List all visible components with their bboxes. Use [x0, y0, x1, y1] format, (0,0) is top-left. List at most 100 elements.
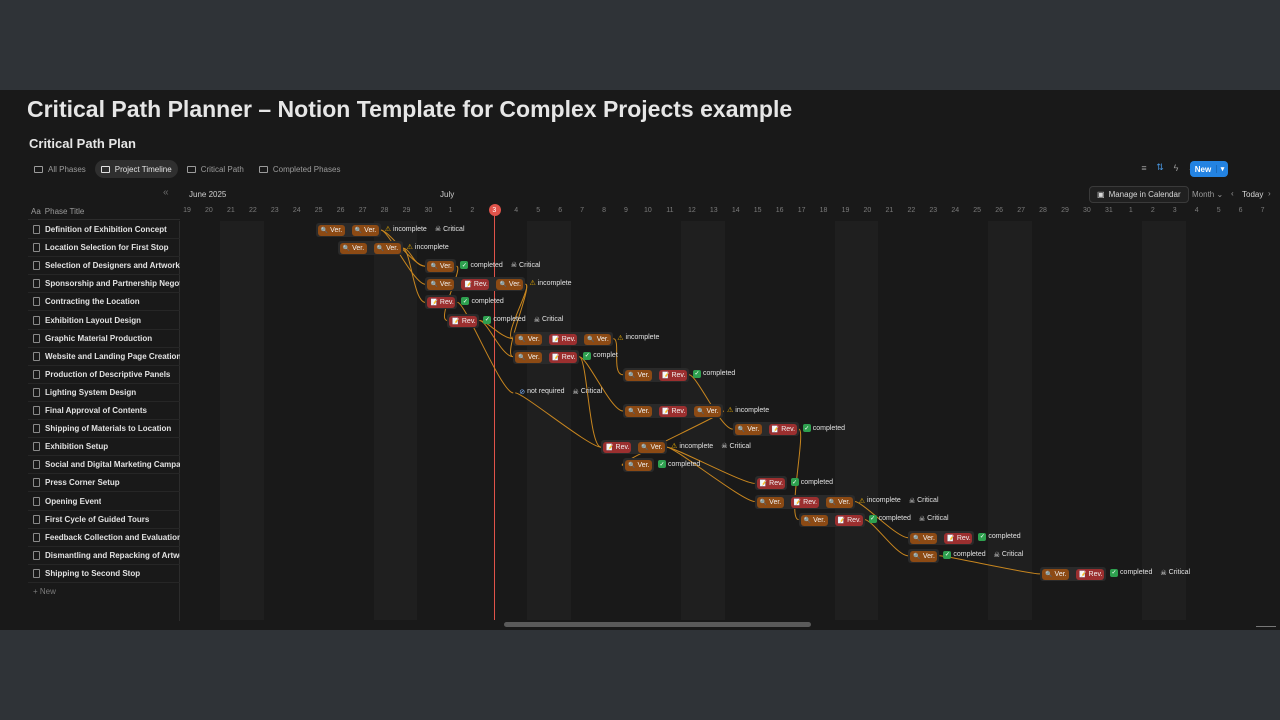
- timeline-bar[interactable]: [513, 331, 614, 346]
- manage-label: Manage in Calendar: [1108, 190, 1181, 199]
- phase-row[interactable]: Social and Digital Marketing Campaign: [28, 456, 180, 475]
- phase-row[interactable]: Website and Landing Page Creation: [28, 348, 180, 366]
- phase-title[interactable]: Location Selection for First Stop: [45, 243, 169, 253]
- day-label: 26: [995, 207, 1004, 214]
- tab-completed-phases[interactable]: Completed Phases: [253, 160, 347, 178]
- phase-title[interactable]: Final Approval of Contents: [45, 406, 147, 415]
- day-label: 29: [402, 207, 411, 214]
- column-header-label: Phase Title: [44, 207, 85, 216]
- tab-all-phases[interactable]: All Phases: [28, 160, 92, 178]
- timeline-bar[interactable]: [513, 349, 580, 364]
- phase-row[interactable]: Selection of Designers and Artworks: [28, 257, 180, 276]
- phase-title[interactable]: Shipping to Second Stop: [45, 568, 141, 578]
- day-label: 30: [424, 207, 433, 214]
- phase-title[interactable]: Press Corner Setup: [45, 478, 120, 488]
- timeline-bar[interactable]: [908, 530, 975, 545]
- timeline-bar[interactable]: [754, 476, 787, 491]
- day-label: 24: [951, 207, 960, 214]
- timeline-bar[interactable]: [623, 458, 654, 473]
- phase-title[interactable]: Feedback Collection and Evaluation: [45, 532, 180, 542]
- phase-row[interactable]: Sponsorship and Partnership Negotiati: [28, 275, 180, 294]
- phase-title[interactable]: Production of Descriptive Panels: [45, 369, 171, 379]
- page-icon: [33, 387, 40, 397]
- phase-row[interactable]: Definition of Exhibition Concept: [28, 221, 180, 239]
- day-label: 25: [314, 207, 323, 214]
- phase-row[interactable]: Exhibition Setup: [28, 438, 180, 457]
- filter-icon[interactable]: ≡: [1141, 162, 1147, 173]
- timeline-bar[interactable]: [447, 313, 480, 328]
- phase-row[interactable]: Press Corner Setup: [28, 474, 180, 493]
- page-icon: [33, 261, 40, 271]
- new-row-button[interactable]: + New: [33, 587, 56, 596]
- phase-title[interactable]: Exhibition Layout Design: [45, 315, 142, 325]
- phase-title[interactable]: Definition of Exhibition Concept: [45, 225, 167, 234]
- timeline-bar[interactable]: [798, 512, 865, 527]
- timeline-bar[interactable]: [425, 277, 526, 292]
- manage-in-calendar-button[interactable]: ▣ Manage in Calendar: [1089, 186, 1189, 203]
- timeline-bar[interactable]: [513, 386, 519, 400]
- column-header[interactable]: Aa Phase Title: [28, 204, 180, 220]
- phase-title[interactable]: First Cycle of Guided Tours: [45, 514, 150, 524]
- resize-handle[interactable]: [1256, 626, 1276, 627]
- timeline-bar[interactable]: [425, 295, 458, 310]
- new-button[interactable]: New ▾: [1190, 161, 1228, 177]
- phase-title[interactable]: Website and Landing Page Creation: [45, 351, 180, 361]
- phase-title[interactable]: Sponsorship and Partnership Negotiati: [45, 279, 180, 289]
- database-title[interactable]: Critical Path Plan: [29, 136, 136, 151]
- phase-title[interactable]: Exhibition Setup: [45, 442, 109, 452]
- phase-title[interactable]: Lighting System Design: [45, 387, 137, 397]
- timescale-select[interactable]: Month ⌄: [1192, 190, 1224, 199]
- timeline-bar[interactable]: [337, 241, 403, 256]
- phase-row[interactable]: Contracting the Location: [28, 293, 180, 312]
- phase-title[interactable]: Contracting the Location: [45, 297, 140, 307]
- day-label: 7: [1260, 207, 1265, 214]
- phase-title[interactable]: Selection of Designers and Artworks: [45, 261, 180, 271]
- horizontal-scrollbar[interactable]: [504, 622, 811, 627]
- timeline-bar[interactable]: [623, 404, 723, 418]
- timeline-bar[interactable]: [425, 259, 457, 274]
- page-title: Critical Path Planner – Notion Template …: [27, 96, 793, 122]
- day-label: 16: [775, 207, 784, 214]
- phase-row[interactable]: Shipping to Second Stop: [28, 565, 180, 583]
- timeline-bar[interactable]: [623, 367, 689, 382]
- automation-icon[interactable]: ϟ: [1173, 162, 1179, 173]
- tab-critical-path[interactable]: Critical Path: [181, 160, 250, 178]
- timeline-bar[interactable]: [1040, 566, 1107, 581]
- phase-row[interactable]: Shipping of Materials to Location: [28, 420, 180, 439]
- table-view-icon: [186, 165, 196, 173]
- phase-title[interactable]: Opening Event: [45, 496, 102, 506]
- timeline-bar[interactable]: [908, 548, 940, 563]
- chevron-left-icon[interactable]: ‹: [1231, 189, 1234, 198]
- collapse-sidebar-icon[interactable]: «: [163, 187, 169, 198]
- timeline-bar[interactable]: [732, 422, 799, 437]
- tab-project-timeline[interactable]: Project Timeline: [94, 160, 178, 178]
- chevron-down-icon[interactable]: ▾: [1216, 165, 1228, 173]
- phase-row[interactable]: Location Selection for First Stop: [28, 239, 180, 258]
- timeline-bar[interactable]: [315, 223, 381, 237]
- day-label: 23: [929, 207, 938, 214]
- phase-row[interactable]: Lighting System Design: [28, 384, 180, 402]
- phase-row[interactable]: Final Approval of Contents: [28, 402, 180, 420]
- phase-row[interactable]: Opening Event: [28, 493, 180, 511]
- today-button[interactable]: Today: [1242, 190, 1264, 199]
- day-label: 2: [1150, 207, 1155, 214]
- timeline-bar[interactable]: [754, 494, 855, 509]
- phase-row[interactable]: Production of Descriptive Panels: [28, 366, 180, 384]
- phase-title[interactable]: Social and Digital Marketing Campaign: [45, 460, 180, 470]
- phase-row[interactable]: Feedback Collection and Evaluation: [28, 529, 180, 547]
- phase-row[interactable]: First Cycle of Guided Tours: [28, 511, 180, 529]
- phase-row[interactable]: Graphic Material Production: [28, 330, 180, 348]
- phase-title[interactable]: Shipping of Materials to Location: [45, 424, 172, 434]
- day-label: 22: [248, 207, 257, 214]
- view-tabs: All Phases Project Timeline Critical Path C…: [28, 160, 346, 178]
- day-label: 20: [863, 207, 872, 214]
- sort-icon[interactable]: ⇅: [1156, 162, 1164, 172]
- phase-title[interactable]: Graphic Material Production: [45, 333, 153, 343]
- chevron-right-icon[interactable]: ›: [1268, 189, 1271, 198]
- day-label: 29: [1061, 207, 1069, 214]
- phase-row[interactable]: Exhibition Layout Design: [28, 312, 180, 330]
- timeline-bar[interactable]: [601, 440, 668, 455]
- phase-title[interactable]: Dismantling and Repacking of Artworks: [45, 550, 180, 560]
- today-marker: [489, 204, 501, 216]
- phase-row[interactable]: Dismantling and Repacking of Artworks: [28, 547, 180, 565]
